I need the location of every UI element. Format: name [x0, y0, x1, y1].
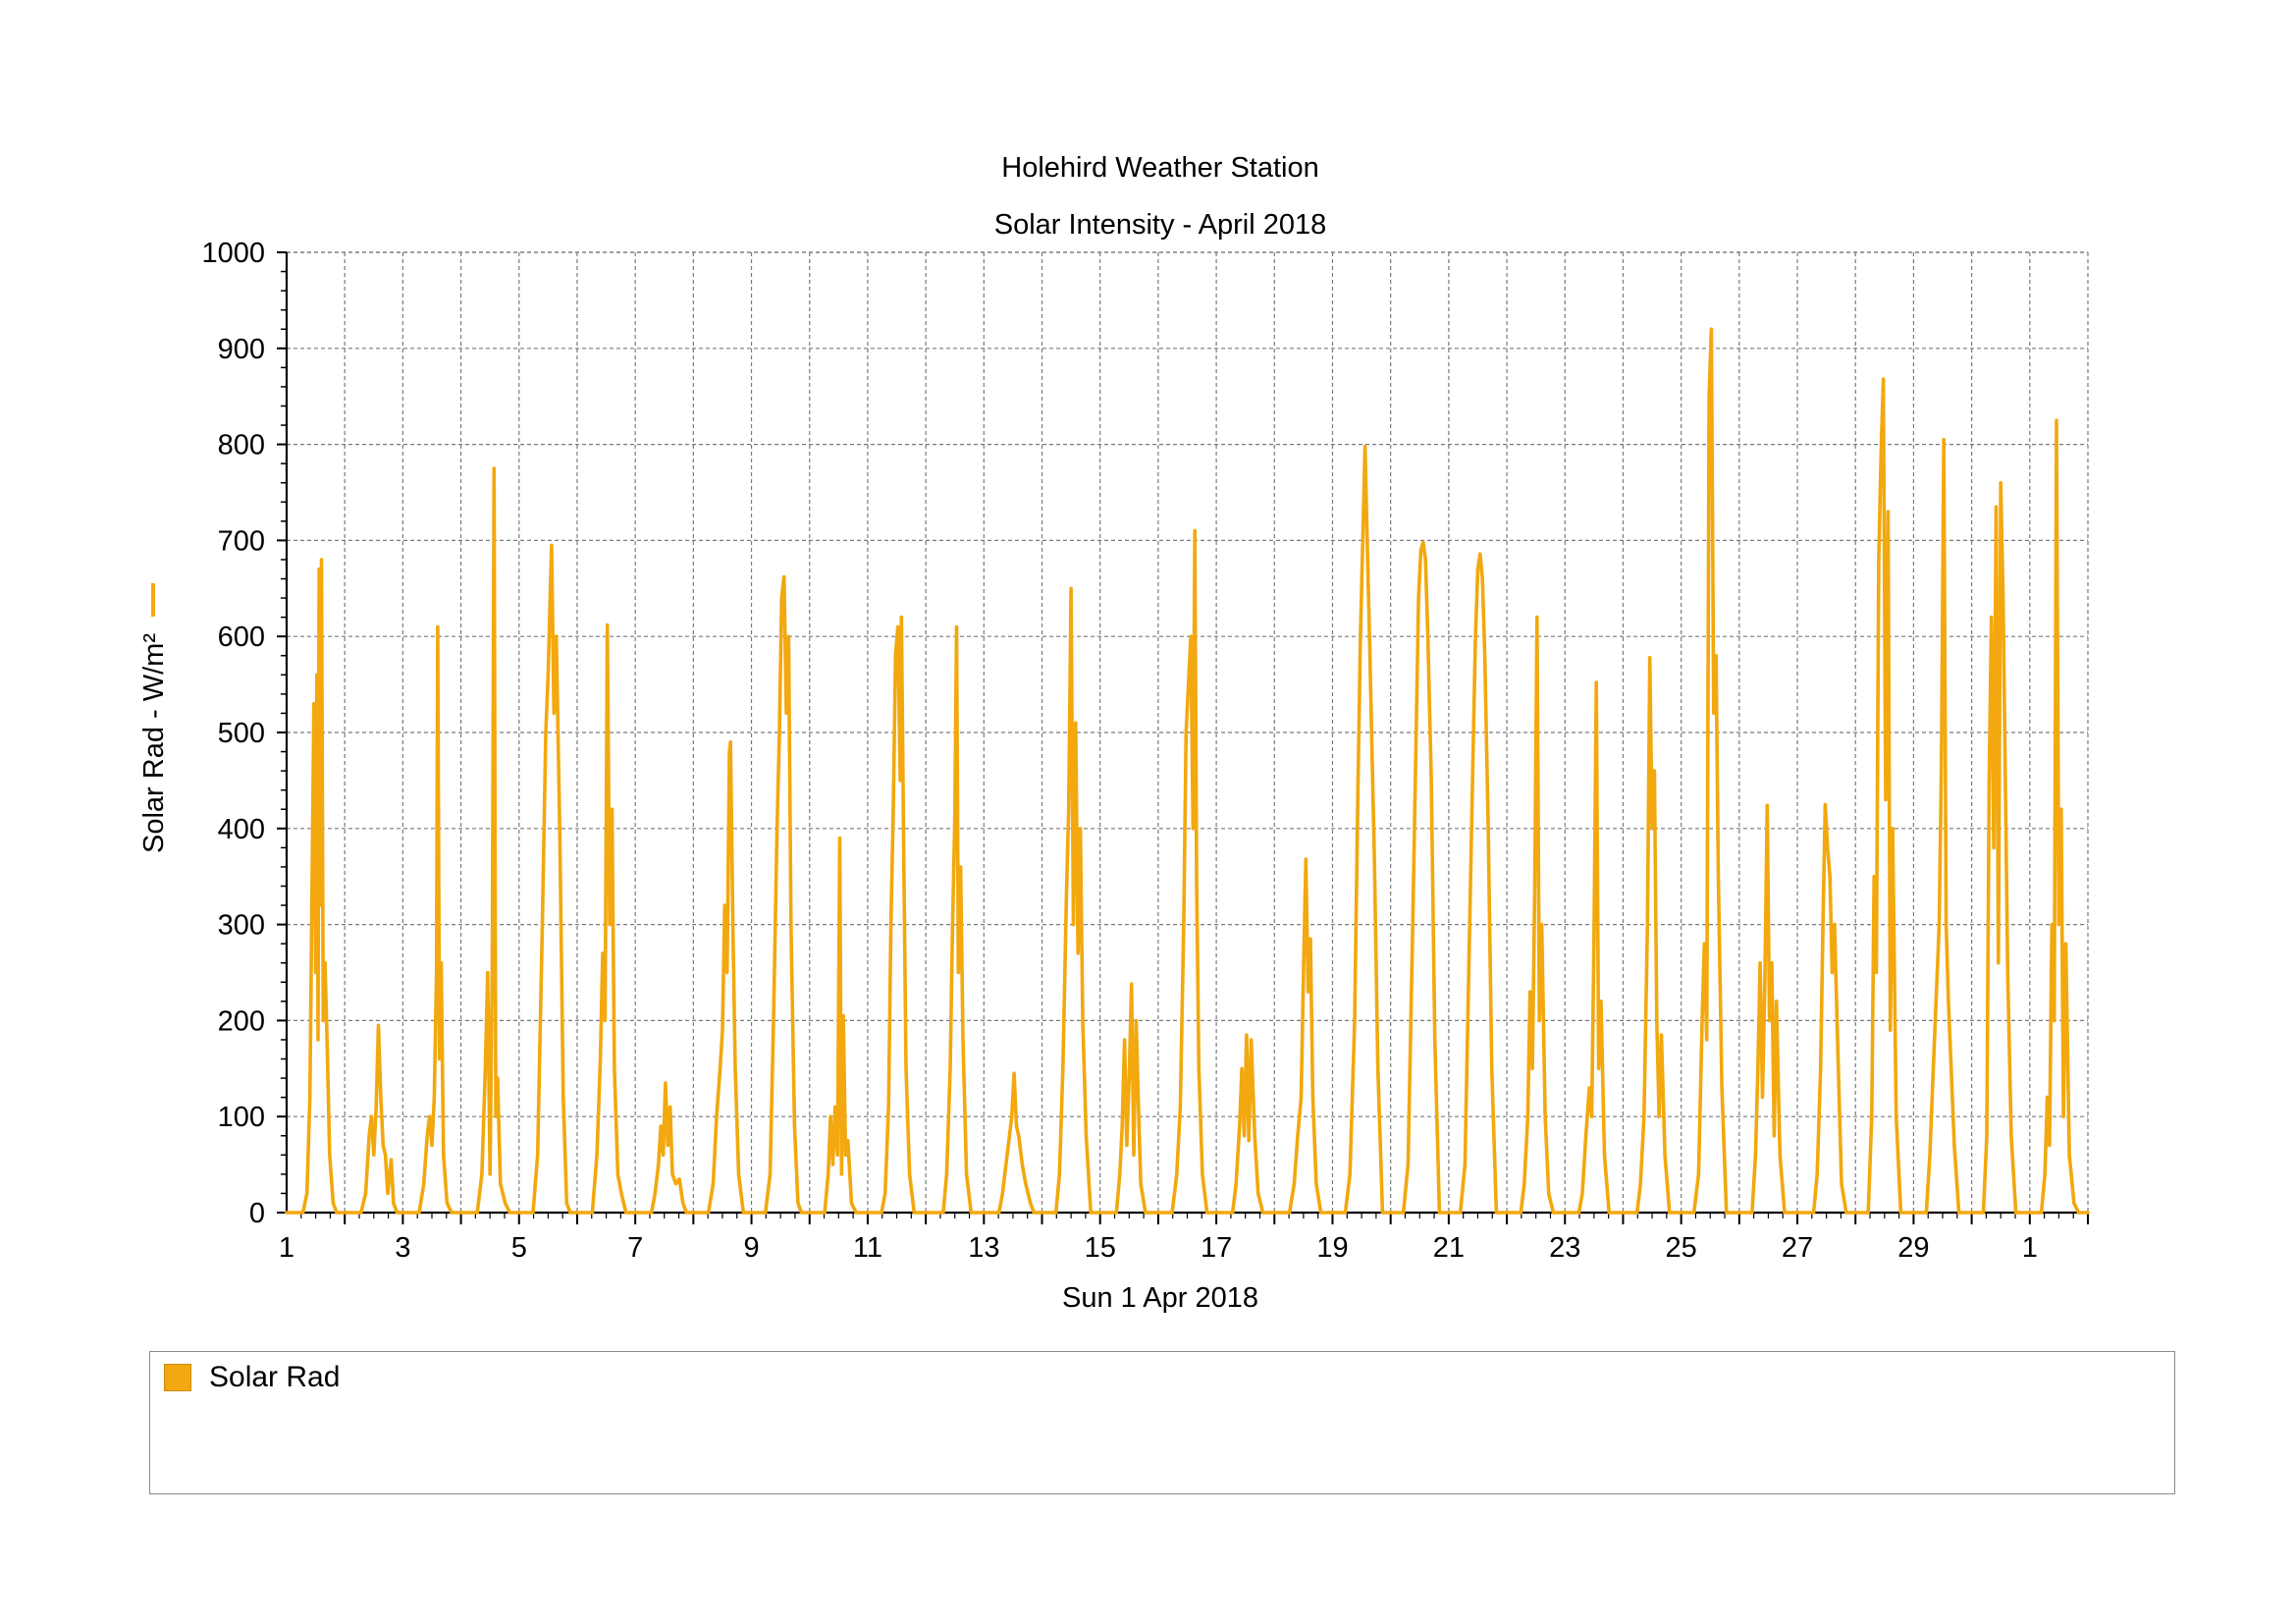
y-tick-label-400: 400: [218, 814, 265, 845]
x-tick-label-11: 11: [853, 1232, 882, 1264]
x-tick-label-15: 15: [1085, 1232, 1116, 1264]
x-axis-label: Sun 1 Apr 2018: [1062, 1282, 1258, 1314]
y-tick-label-500: 500: [218, 718, 265, 749]
chart-subtitle: Solar Intensity - April 2018: [994, 209, 1327, 241]
y-tick-label-100: 100: [218, 1102, 265, 1133]
y-tick-label-1000: 1000: [201, 238, 265, 269]
y-tick-label-900: 900: [218, 334, 265, 365]
x-tick-label-3: 3: [395, 1232, 410, 1264]
legend-swatch-solar-rad: [164, 1364, 191, 1391]
series-layer: [285, 327, 2090, 1215]
x-tick-label-19: 19: [1316, 1232, 1348, 1264]
x-tick-label-13: 13: [968, 1232, 999, 1264]
x-tick-label-21: 21: [1433, 1232, 1465, 1264]
x-tick-label-7: 7: [627, 1232, 643, 1264]
x-tick-label-1: 1: [2022, 1232, 2038, 1264]
grid-lines: [287, 251, 2089, 1213]
y-tick-label-700: 700: [218, 525, 265, 557]
y-tick-label-200: 200: [218, 1005, 265, 1037]
series-line-solar-rad: [285, 327, 2090, 1215]
x-tick-label-9: 9: [743, 1232, 759, 1264]
x-tick-labels: 1 3 5 7 9 11 13 15 17 19 21 23 25 27 29 1: [279, 1232, 2038, 1264]
x-tick-label-23: 23: [1549, 1232, 1580, 1264]
legend: Solar Rad: [149, 1351, 2175, 1494]
y-tick-label-300: 300: [218, 910, 265, 942]
y-tick-labels: 0 100 200 300 400 500 600 700 800 900 1000: [201, 238, 265, 1229]
x-tick-label-27: 27: [1782, 1232, 1813, 1264]
x-tick-label-17: 17: [1201, 1232, 1232, 1264]
x-tick-label-5: 5: [511, 1232, 527, 1264]
x-tick-label-29: 29: [1897, 1232, 1929, 1264]
y-axis-label: Solar Rad - W/m²: [138, 633, 170, 853]
y-tick-label-0: 0: [249, 1198, 265, 1229]
x-tick-label-1: 1: [279, 1232, 294, 1264]
y-tick-label-800: 800: [218, 430, 265, 461]
y-axis-title: Solar Rad - W/m²: [138, 633, 170, 853]
legend-label-solar-rad: Solar Rad: [209, 1361, 341, 1393]
x-tick-label-25: 25: [1666, 1232, 1697, 1264]
chart-title: Holehird Weather Station: [1001, 152, 1318, 184]
y-tick-label-600: 600: [218, 622, 265, 653]
